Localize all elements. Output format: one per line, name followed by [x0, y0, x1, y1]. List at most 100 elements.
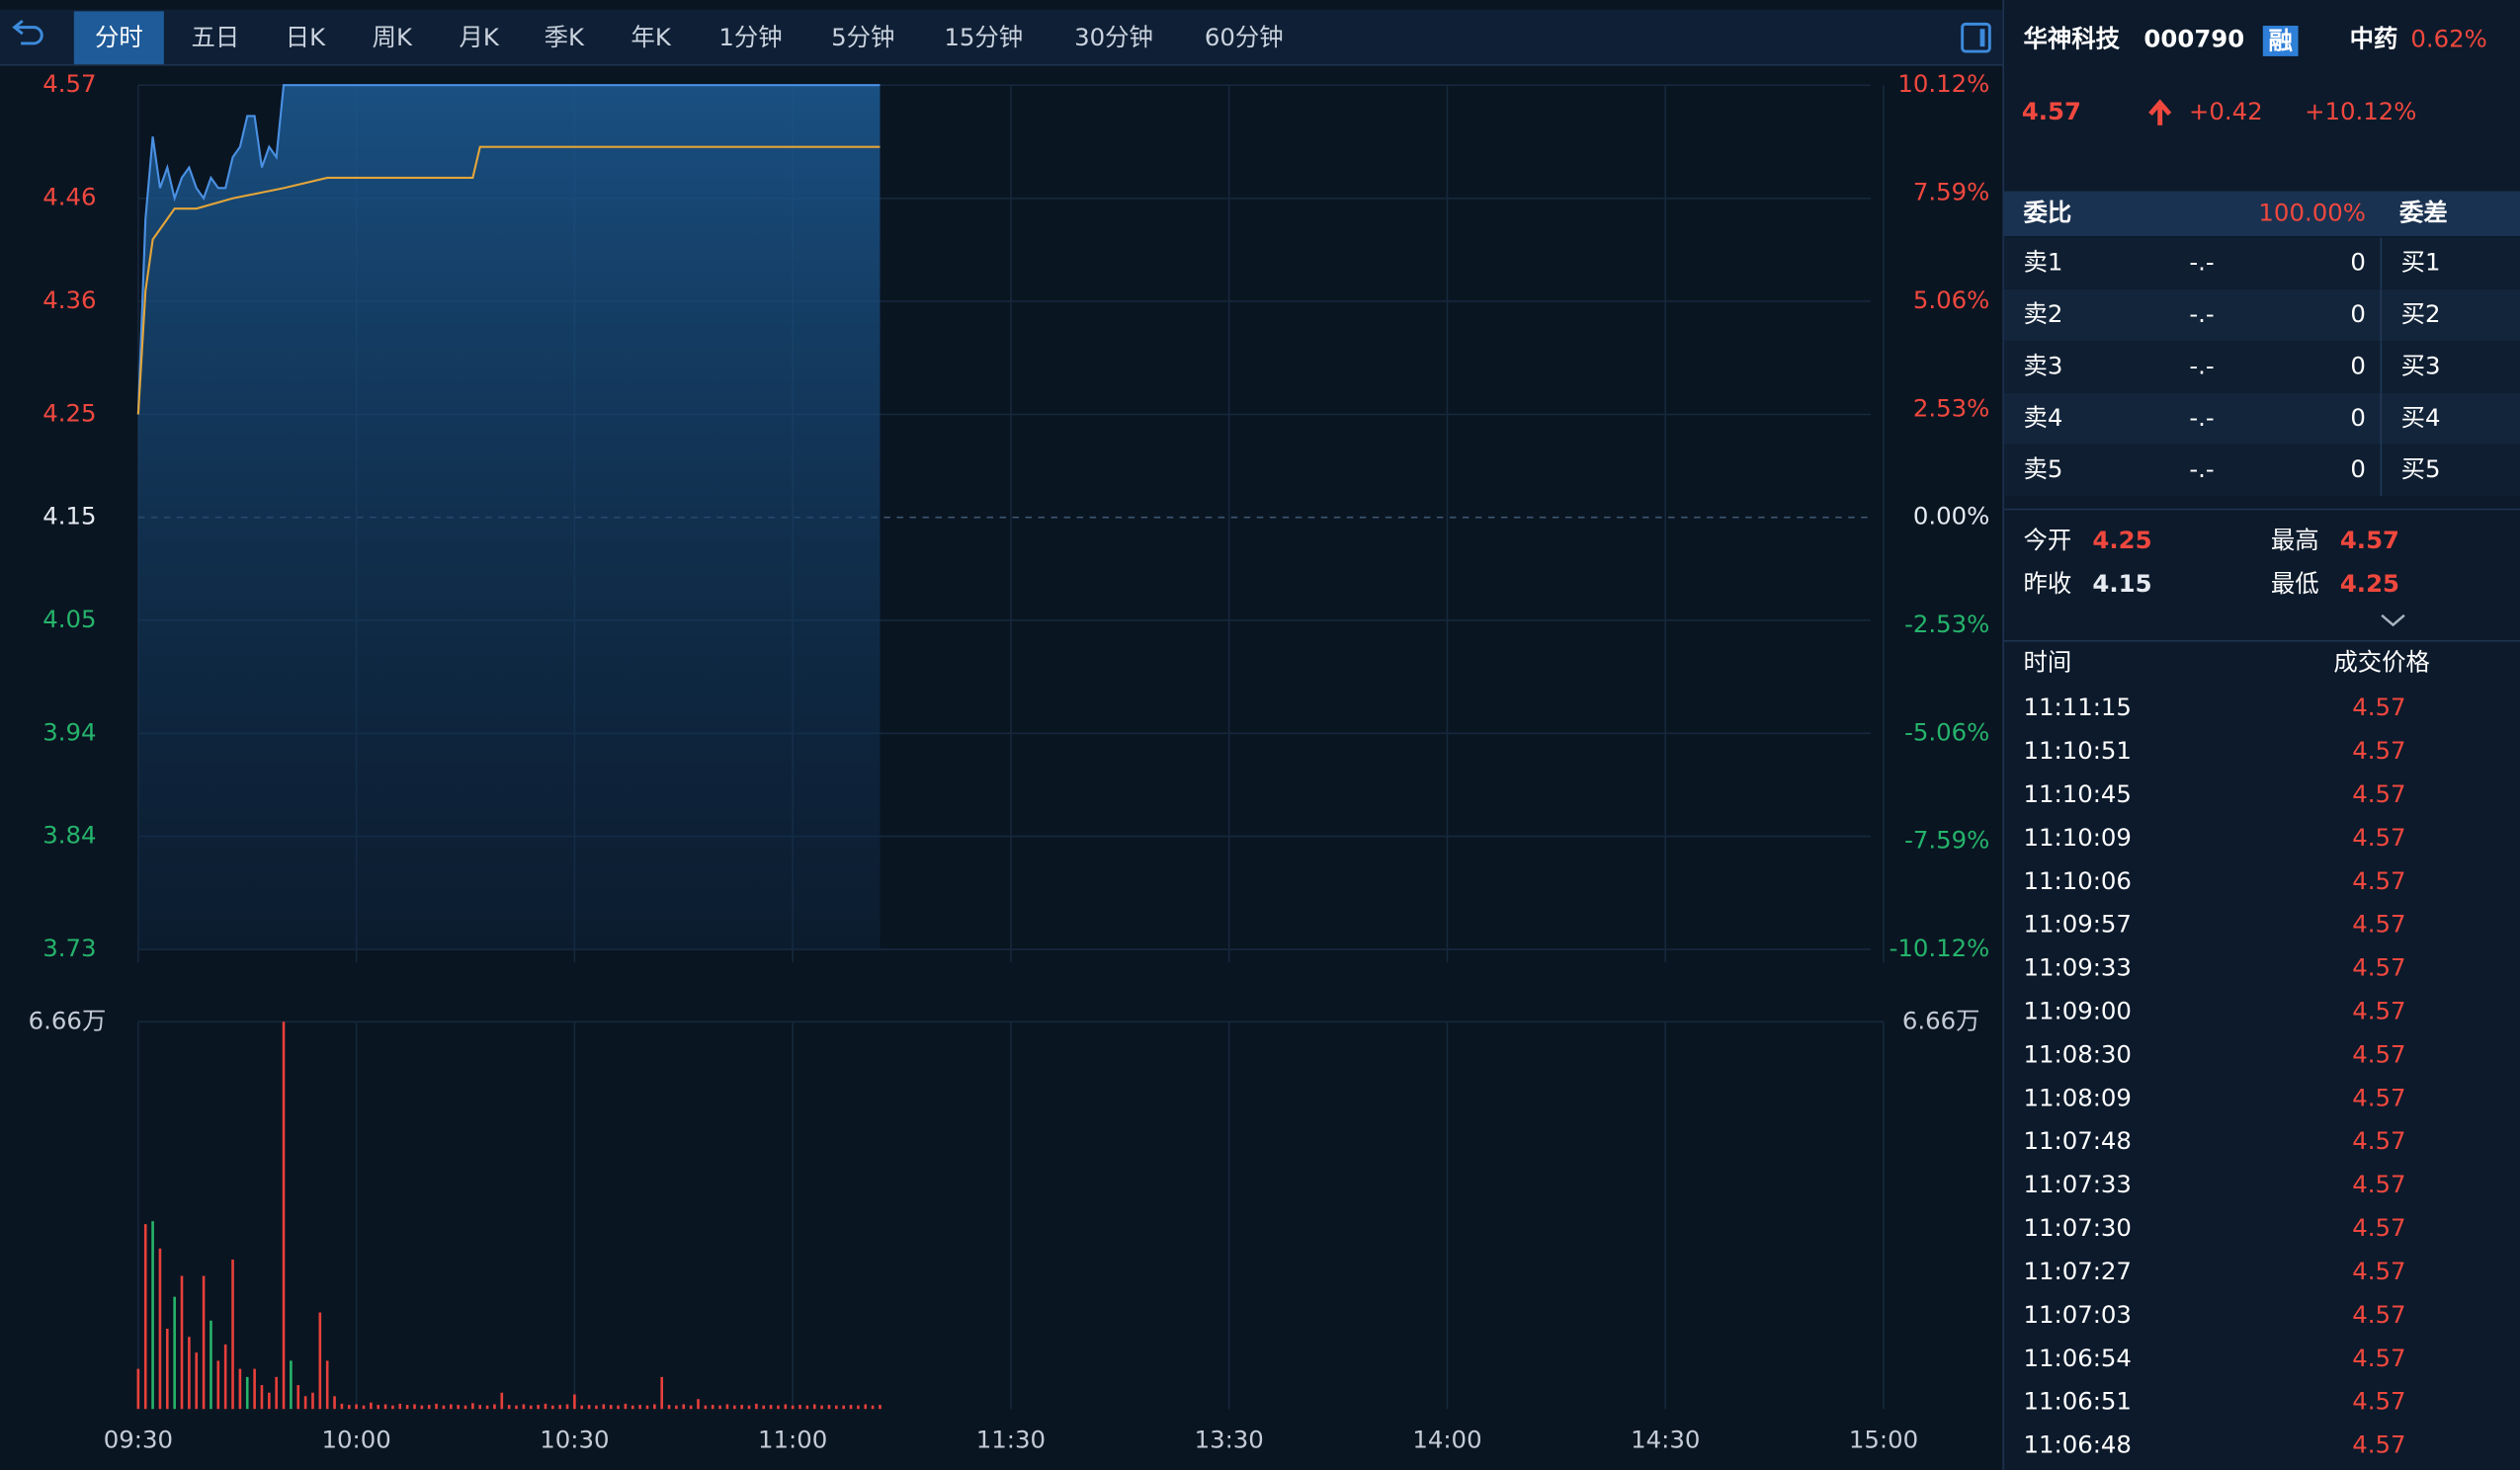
trade-price: 4.57	[2352, 866, 2405, 895]
sector-change: 0.62%	[2410, 25, 2486, 53]
panel-toggle[interactable]	[1961, 22, 1991, 53]
tab[interactable]: 周K	[373, 23, 413, 51]
summary-label: 最高	[2271, 526, 2319, 554]
y-tick-label: 3.73	[42, 934, 96, 962]
x-tick-label: 10:00	[322, 1426, 391, 1454]
summary-value: 4.57	[2340, 526, 2399, 554]
x-tick-label: 09:30	[104, 1426, 173, 1454]
tab[interactable]: 60分钟	[1205, 23, 1284, 51]
trade-time: 11:10:51	[2023, 736, 2131, 765]
trade-time: 11:10:45	[2023, 779, 2131, 808]
tab[interactable]: 月K	[459, 23, 499, 51]
x-tick-label: 11:00	[758, 1426, 827, 1454]
trade-time: 11:06:48	[2023, 1430, 2131, 1459]
trade-time: 11:06:54	[2023, 1344, 2131, 1372]
ask-price: -.-	[2189, 403, 2214, 432]
bid-label: 买3	[2401, 351, 2441, 379]
trade-time: 11:07:03	[2023, 1300, 2131, 1329]
y2-tick-label: -7.59%	[1904, 826, 1989, 855]
active-tab-bg	[73, 11, 164, 65]
y2-tick-label: 2.53%	[1913, 393, 1989, 422]
ratio: 100.00%	[2258, 198, 2365, 226]
up-arrow	[2148, 99, 2172, 125]
expand-chevron[interactable]	[2381, 613, 2405, 627]
toolbar	[0, 9, 2003, 65]
back-icon[interactable]	[12, 19, 43, 45]
y-tick-label: 4.15	[42, 502, 96, 531]
trade-price: 4.57	[2352, 1300, 2405, 1329]
trade-price: 4.57	[2352, 953, 2405, 982]
trade-time: 11:11:15	[2023, 693, 2131, 721]
ask-volume: 0	[2350, 248, 2366, 277]
trade-price: 4.57	[2352, 1430, 2405, 1459]
ask-label: 卖5	[2023, 454, 2062, 483]
trade-time: 11:07:30	[2023, 1213, 2131, 1242]
tab[interactable]: 1分钟	[718, 23, 782, 51]
trade-price: 4.57	[2352, 1257, 2405, 1285]
ask-volume: 0	[2350, 403, 2366, 432]
tab[interactable]: 30分钟	[1074, 23, 1153, 51]
badge-bg	[2262, 26, 2299, 56]
summary-value: 4.25	[2092, 526, 2151, 554]
tab[interactable]: 年K	[630, 23, 671, 51]
bid-label: 买4	[2401, 403, 2441, 432]
ask-price: -.-	[2189, 248, 2214, 277]
trade-price: 4.57	[2352, 997, 2405, 1025]
price-change-pct: +10.12%	[2305, 97, 2416, 125]
trade-price: 4.57	[2352, 1126, 2405, 1155]
bid-label: 买1	[2401, 248, 2441, 277]
x-tick-label: 11:30	[976, 1426, 1046, 1454]
trade-time: 11:10:06	[2023, 866, 2131, 895]
trade-time: 11:09:57	[2023, 910, 2131, 939]
y-tick-label: 4.36	[42, 286, 96, 314]
trade-time: 11:09:33	[2023, 953, 2131, 982]
tab[interactable]: 分时	[95, 23, 143, 51]
ask-volume: 0	[2350, 351, 2366, 379]
y2-tick-label: -2.53%	[1904, 610, 1989, 638]
tab[interactable]: 五日	[192, 23, 240, 51]
summary-label: 最低	[2271, 569, 2319, 598]
ask-price: -.-	[2189, 299, 2214, 328]
trade-price: 4.57	[2352, 1083, 2405, 1111]
y2-tick-label: 0.00%	[1913, 502, 1989, 531]
trade-time: 11:07:48	[2023, 1126, 2131, 1155]
trade-time: 11:07:27	[2023, 1257, 2131, 1285]
tab[interactable]: 日K	[286, 23, 326, 51]
panel-toggle-bar	[1979, 29, 1985, 47]
trade-price: 4.57	[2352, 1170, 2405, 1198]
trade-price: 4.57	[2352, 779, 2405, 808]
trades-header: 成交价格	[2333, 648, 2430, 677]
price-line	[136, 84, 881, 415]
summary-label: 今开	[2023, 526, 2071, 554]
order-row-bg	[2003, 392, 2520, 445]
trade-price: 4.57	[2352, 1387, 2405, 1416]
trades-header: 时间	[2023, 648, 2071, 677]
trade-time: 11:08:09	[2023, 1083, 2131, 1111]
trade-time: 11:10:09	[2023, 823, 2131, 852]
trade-time: 11:08:30	[2023, 1039, 2131, 1068]
ask-volume: 0	[2350, 454, 2366, 483]
sector: 中药	[2350, 25, 2398, 53]
y2-tick-label: 5.06%	[1913, 286, 1989, 314]
summary-value: 4.15	[2092, 569, 2151, 598]
stock-code: 000790	[2143, 25, 2244, 53]
y-tick-label: 6.66万	[29, 1006, 107, 1034]
diff-label: 委差	[2399, 198, 2448, 226]
tab[interactable]: 季K	[545, 23, 585, 51]
trade-time: 11:09:00	[2023, 997, 2131, 1025]
order-book-header	[2003, 191, 2520, 237]
stock-name: 华神科技	[2023, 25, 2120, 53]
ask-label: 卖3	[2023, 351, 2062, 379]
tab[interactable]: 5分钟	[831, 23, 894, 51]
tab[interactable]: 15分钟	[944, 23, 1023, 51]
y-tick-label: 4.05	[42, 605, 96, 633]
trade-price: 4.57	[2352, 1039, 2405, 1068]
ask-label: 卖4	[2023, 403, 2062, 432]
trade-price: 4.57	[2352, 823, 2405, 852]
y2-tick-label: 7.59%	[1913, 178, 1989, 206]
y-tick-label: 4.46	[42, 183, 96, 211]
ask-volume: 0	[2350, 299, 2366, 328]
y-tick-label: 3.94	[42, 717, 96, 746]
